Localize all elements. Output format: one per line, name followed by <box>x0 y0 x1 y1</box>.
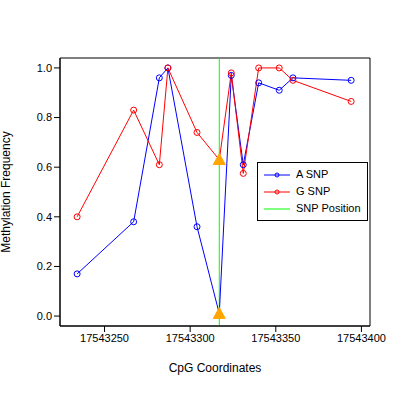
svg-text:Methylation Frequency: Methylation Frequency <box>8 131 13 252</box>
svg-text:17543250: 17543250 <box>80 332 129 344</box>
svg-text:17543300: 17543300 <box>166 332 215 344</box>
svg-text:0.2: 0.2 <box>37 260 52 272</box>
svg-text:1.0: 1.0 <box>37 62 52 74</box>
svg-text:CpG Coordinates: CpG Coordinates <box>169 361 262 375</box>
svg-text:17543400: 17543400 <box>337 332 386 344</box>
svg-text:0.8: 0.8 <box>37 111 52 123</box>
html-text:SNP Position: SNP Position <box>296 202 361 214</box>
html-text:A SNP: A SNP <box>296 168 329 180</box>
svg-text:0.0: 0.0 <box>37 310 52 322</box>
svg-text:0.4: 0.4 <box>37 211 52 223</box>
svg-text:0.6: 0.6 <box>37 161 52 173</box>
svg-text:17543350: 17543350 <box>251 332 300 344</box>
html-text:G SNP: G SNP <box>296 185 331 197</box>
